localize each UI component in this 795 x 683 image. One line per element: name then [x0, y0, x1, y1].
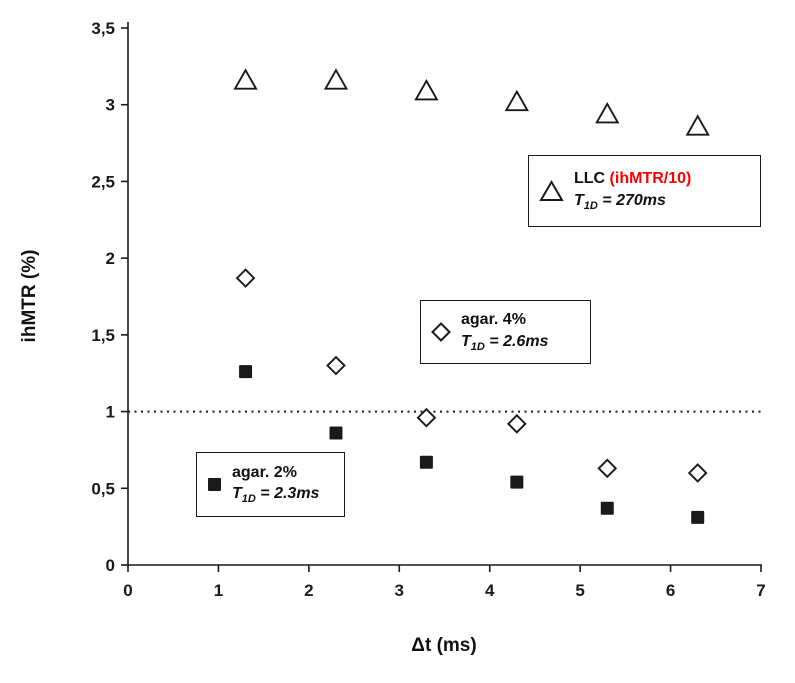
legend-llc-name-red: (ihMTR/10) [609, 170, 692, 188]
legend-agar2-name-line: agar. 2% [232, 462, 319, 484]
x-tick-label: 3 [395, 581, 404, 600]
point-square-filled [600, 501, 614, 515]
y-tick-label: 3 [106, 96, 115, 115]
legend-agar2-t1d: T1D = 2.3ms [232, 483, 319, 507]
t-symbol: T [232, 485, 242, 503]
legend-agar2-text: agar. 2% T1D = 2.3ms [232, 462, 319, 508]
point-square-filled [419, 455, 433, 469]
point-triangle-open [323, 68, 349, 90]
x-tick-label: 5 [575, 581, 584, 600]
t-subscript: 1D [241, 493, 256, 506]
x-tick-label: 6 [666, 581, 675, 600]
t-subscript: 1D [583, 199, 598, 212]
point-square-filled [691, 510, 705, 524]
t-symbol: T [574, 191, 584, 209]
x-tick-label: 7 [756, 581, 765, 600]
y-tick-label: 0,5 [91, 479, 115, 498]
legend-llc-text: LLC (ihMTR/10) T1D = 270ms [574, 168, 691, 214]
t-value: = 2.3ms [255, 485, 320, 503]
x-tick-label: 2 [304, 581, 313, 600]
point-triangle-open [233, 68, 258, 90]
square-filled-icon [208, 478, 221, 491]
legend-agar4-name-line: agar. 4% [461, 309, 548, 331]
legend-llc-name: LLC [574, 170, 610, 188]
point-diamond-open [326, 355, 346, 376]
point-diamond-open [235, 268, 256, 288]
legend-agar4-text: agar. 4% T1D = 2.6ms [461, 309, 548, 355]
x-axis-title: Δt (ms) [411, 635, 477, 656]
y-tick-label: 2,5 [91, 172, 115, 191]
legend-agar4-name: agar. 4% [461, 311, 526, 329]
point-square-filled [239, 365, 253, 379]
t-symbol: T [461, 332, 471, 350]
y-tick-label: 0 [106, 556, 115, 575]
y-tick-label: 1,5 [91, 326, 115, 345]
y-tick-label: 3,5 [91, 19, 115, 38]
triangle-open-icon [539, 180, 564, 201]
legend-llc: LLC (ihMTR/10) T1D = 270ms [528, 155, 761, 227]
point-triangle-open [504, 89, 529, 112]
legend-agar2-name: agar. 2% [232, 463, 297, 481]
x-tick-label: 1 [214, 581, 223, 600]
y-tick-label: 2 [106, 249, 115, 268]
x-tick-label: 4 [485, 581, 495, 600]
legend-agar2: agar. 2% T1D = 2.3ms [196, 452, 345, 517]
point-triangle-open [595, 101, 620, 124]
point-square-filled [510, 475, 524, 489]
legend-llc-t1d: T1D = 270ms [574, 190, 691, 214]
legend-llc-name-line: LLC (ihMTR/10) [574, 168, 691, 190]
point-square-filled [329, 426, 343, 440]
y-tick-label: 1 [106, 403, 115, 422]
point-triangle-open [414, 78, 439, 101]
legend-agar4-t1d: T1D = 2.6ms [461, 331, 548, 355]
diamond-open-icon [431, 322, 451, 342]
point-diamond-open [416, 407, 437, 428]
point-diamond-open [597, 458, 618, 479]
y-axis-title: ihMTR (%) [19, 249, 40, 343]
t-subscript: 1D [470, 340, 485, 353]
t-value: = 270ms [597, 191, 666, 209]
t-value: = 2.6ms [484, 332, 549, 350]
x-tick-label: 0 [123, 581, 132, 600]
point-diamond-open [506, 414, 527, 434]
point-diamond-open [687, 463, 708, 483]
point-triangle-open [685, 114, 710, 136]
legend-agar4: agar. 4% T1D = 2.6ms [420, 300, 591, 364]
